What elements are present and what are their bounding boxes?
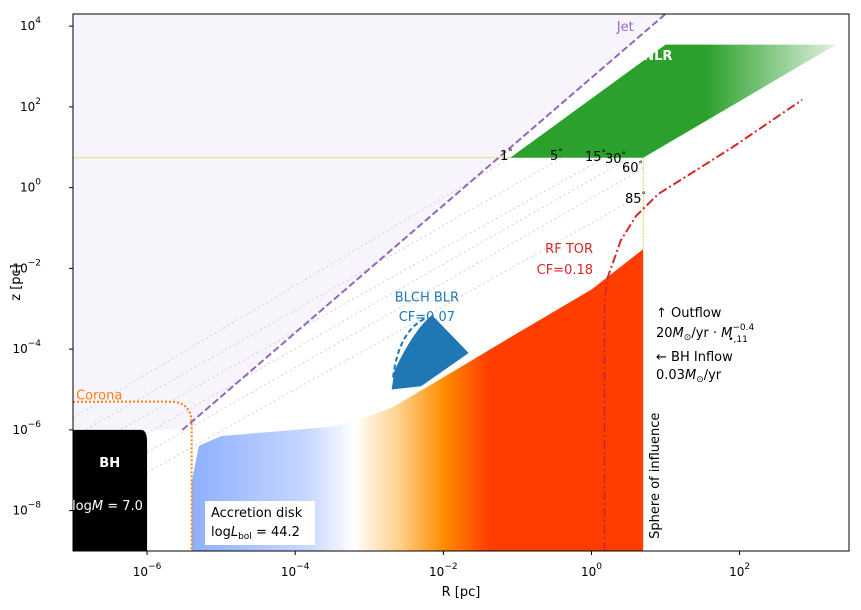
plot-area — [73, 14, 836, 551]
nlr-cone — [510, 44, 836, 158]
blr-label: BLCH BLR — [395, 291, 459, 306]
accretion-disk — [191, 249, 644, 551]
y-tick-label: 10−8 — [12, 501, 41, 518]
blr-boundary — [392, 316, 428, 378]
sphere-of-influence-label: Sphere of influence — [648, 413, 663, 539]
y-axis-label: z [pc] — [9, 264, 24, 301]
opening-angle-labels: 1° 5° 15°30°60° 85° — [500, 148, 646, 207]
y-tick-label: 10−2 — [12, 258, 41, 275]
opening-angle-label: 85° — [625, 191, 646, 207]
outflow-rate: 20M⊙/yr · M−0.4 •,11 — [656, 323, 754, 345]
axis-ticks: 10−6 10−4 10−2 100 102 10−8 10−6 10−4 10−2 100 102… — [12, 16, 750, 579]
outflow-region — [73, 14, 666, 430]
blr-cloud — [391, 315, 469, 390]
accretion-disk-annotation: Accretion disk logLbol = 44.2 — [205, 501, 315, 545]
opening-angle-lines — [73, 157, 644, 515]
torus-boundary — [603, 98, 803, 551]
nlr-label: NLR — [643, 49, 672, 64]
corona-boundary — [73, 400, 193, 551]
angle-guide-line — [73, 157, 563, 438]
torus-label: RF TOR — [545, 242, 593, 257]
corona-label: Corona — [76, 388, 122, 403]
jet-boundary — [181, 14, 667, 431]
angle-guide-line — [73, 158, 628, 477]
inflow-rate: 0.03M⊙/yr — [656, 368, 722, 385]
opening-angle-label: 5° — [550, 148, 563, 164]
opening-angle-label: 30° — [605, 151, 626, 167]
y-tick-label: 104 — [20, 16, 41, 33]
opening-angle-label: 1° — [500, 148, 513, 164]
x-axis-label: R [pc] — [442, 585, 481, 600]
opening-angle-label: 15° — [585, 149, 606, 165]
black-hole — [73, 429, 148, 551]
bh-label: BH — [99, 456, 120, 471]
inflow-label: ← BH Inflow — [656, 350, 733, 365]
y-tick-label: 10−6 — [12, 420, 41, 437]
torus-cf-label: CF=0.18 — [537, 263, 593, 278]
outflow-label: ↑ Outflow — [656, 306, 722, 321]
opening-angle-label: 60° — [622, 160, 643, 176]
x-tick-label: 10−4 — [281, 562, 310, 579]
accretion-disk-label: Accretion disk — [211, 506, 303, 521]
y-tick-label: 10−4 — [12, 339, 41, 356]
x-tick-label: 10−6 — [133, 562, 162, 579]
y-tick-label: 102 — [20, 97, 41, 114]
jet-label: Jet — [616, 20, 634, 35]
x-tick-label: 100 — [581, 562, 602, 579]
angle-guide-line — [73, 193, 644, 515]
x-tick-label: 102 — [729, 562, 750, 579]
blr-cf-label: CF=0.07 — [399, 310, 455, 325]
flow-annotations: ↑ Outflow 20M⊙/yr · M−0.4 •,11 ← BH Inflo… — [656, 306, 754, 385]
bh-mass-label: logM = 7.0 — [72, 499, 143, 514]
angle-guide-line — [73, 157, 605, 457]
x-tick-label: 10−2 — [429, 562, 458, 579]
lbol-label: logLbol = 44.2 — [211, 525, 300, 542]
axes-frame — [72, 13, 850, 552]
y-tick-label: 100 — [20, 178, 41, 195]
